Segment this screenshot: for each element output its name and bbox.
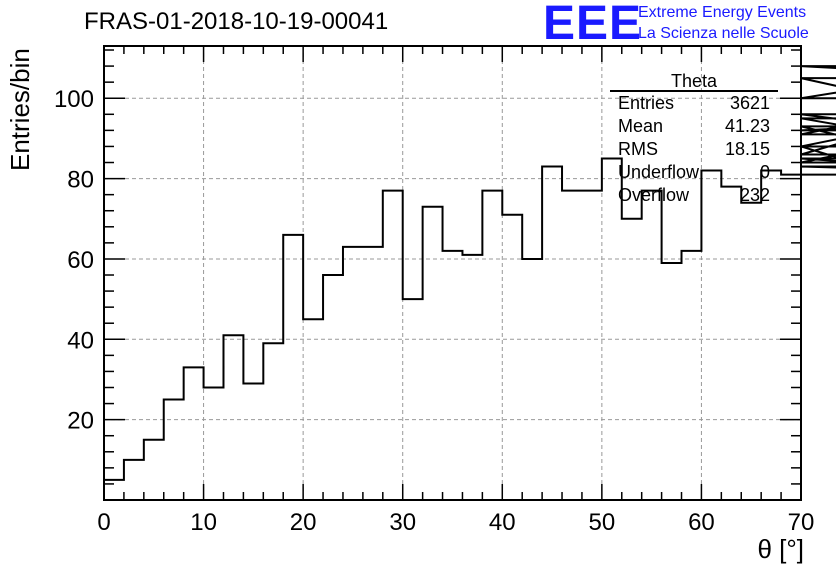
- stats-row: Entries 3621: [610, 92, 778, 115]
- logo-caption: Extreme Energy Events La Scienza nelle S…: [638, 2, 809, 44]
- stats-value: 0: [759, 162, 770, 182]
- x-tick-label: 0: [97, 509, 110, 536]
- stats-value: 3621: [729, 93, 770, 113]
- logo-caption-line1: Extreme Energy Events: [638, 4, 807, 21]
- y-tick-label: 20: [67, 408, 94, 435]
- stats-value: 18.15: [724, 139, 770, 159]
- x-tick-label: 50: [589, 509, 616, 536]
- y-tick-label: 100: [54, 86, 94, 113]
- eee-logo: EEE: [543, 0, 643, 50]
- x-tick-label: 70: [788, 509, 815, 536]
- axis-ticks: [103, 46, 802, 500]
- y-tick-label: 80: [67, 167, 94, 194]
- logo-caption-line2: La Scienza nelle Scuole: [638, 25, 809, 42]
- stats-label: Entries: [618, 93, 675, 113]
- x-tick-label: 10: [190, 509, 217, 536]
- stats-label: RMS: [618, 139, 658, 159]
- stats-label: Underflow: [618, 162, 700, 182]
- stats-label: Overflow: [618, 185, 690, 205]
- stats-value: 232: [739, 185, 770, 205]
- x-axis-label: θ [°]: [757, 534, 804, 564]
- x-tick-label: 30: [389, 509, 416, 536]
- stats-row: Mean 41.23: [610, 115, 778, 138]
- stats-label: Mean: [618, 116, 664, 136]
- stats-title: Theta: [670, 71, 718, 91]
- tick-labels: 0 10 20 30 40 50 60 70 20 40 60 80 100: [54, 86, 814, 536]
- y-tick-label: 40: [67, 327, 94, 354]
- stats-row: Overflow 232: [610, 184, 778, 207]
- x-tick-label: 40: [489, 509, 516, 536]
- stats-box: Theta Entries 3621 Mean 41.23 RMS 18.15 …: [610, 70, 778, 207]
- stats-row: RMS 18.15: [610, 138, 778, 161]
- y-axis-label: Entries/bin: [5, 48, 35, 171]
- x-tick-label: 60: [688, 509, 715, 536]
- x-tick-label: 20: [290, 509, 317, 536]
- stats-value: 41.23: [724, 116, 770, 136]
- stats-row: Underflow 0: [610, 161, 778, 184]
- stats-divider: [610, 90, 778, 92]
- run-title: FRAS-01-2018-10-19-00041: [84, 8, 389, 35]
- y-tick-label: 60: [67, 247, 94, 274]
- theta-histogram: [104, 65, 836, 481]
- plot-frame: [103, 45, 802, 501]
